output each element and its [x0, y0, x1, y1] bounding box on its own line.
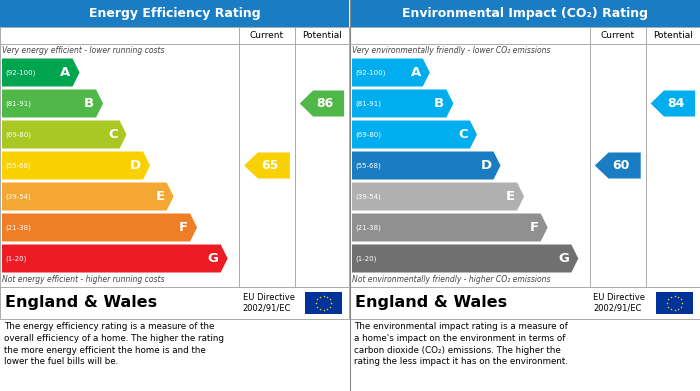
Text: F: F [179, 221, 188, 234]
Text: Not environmentally friendly - higher CO₂ emissions: Not environmentally friendly - higher CO… [352, 275, 550, 284]
Text: C: C [108, 128, 118, 141]
Bar [0, 0, 349, 27]
Text: 2002/91/EC: 2002/91/EC [594, 304, 642, 313]
Text: (81-91): (81-91) [5, 100, 31, 107]
Text: Potential: Potential [302, 31, 342, 40]
Text: Current: Current [601, 31, 635, 40]
Text: England & Wales: England & Wales [5, 296, 157, 310]
Polygon shape [244, 152, 290, 179]
Text: The energy efficiency rating is a measure of the
overall efficiency of a home. T: The energy efficiency rating is a measur… [4, 322, 224, 366]
Polygon shape [2, 151, 150, 179]
Text: 65: 65 [262, 159, 279, 172]
Text: (92-100): (92-100) [5, 69, 36, 76]
Text: E: E [506, 190, 515, 203]
Text: D: D [480, 159, 491, 172]
Text: C: C [458, 128, 468, 141]
Polygon shape [352, 244, 578, 273]
Text: Very energy efficient - lower running costs: Very energy efficient - lower running co… [2, 46, 164, 55]
Polygon shape [352, 59, 430, 86]
Text: B: B [84, 97, 94, 110]
Text: A: A [410, 66, 421, 79]
Polygon shape [2, 183, 174, 210]
Bar [350, 287, 700, 319]
Polygon shape [2, 120, 127, 149]
Text: G: G [208, 252, 218, 265]
Polygon shape [352, 213, 547, 242]
Text: Current: Current [250, 31, 284, 40]
Text: G: G [559, 252, 569, 265]
Bar [350, 0, 700, 27]
Text: Environmental Impact (CO₂) Rating: Environmental Impact (CO₂) Rating [402, 7, 648, 20]
Text: (92-100): (92-100) [355, 69, 386, 76]
Text: 86: 86 [316, 97, 334, 110]
Text: B: B [434, 97, 444, 110]
Text: England & Wales: England & Wales [355, 296, 507, 310]
Bar [350, 27, 700, 287]
Text: The environmental impact rating is a measure of
a home's impact on the environme: The environmental impact rating is a mea… [354, 322, 568, 366]
Text: A: A [60, 66, 71, 79]
Text: EU Directive: EU Directive [594, 293, 645, 302]
Polygon shape [300, 90, 344, 117]
Text: F: F [529, 221, 539, 234]
Polygon shape [2, 244, 228, 273]
Polygon shape [352, 120, 477, 149]
Text: (55-68): (55-68) [5, 162, 31, 169]
Text: (21-38): (21-38) [5, 224, 31, 231]
Text: EU Directive: EU Directive [243, 293, 295, 302]
Polygon shape [2, 213, 197, 242]
Text: (55-68): (55-68) [355, 162, 381, 169]
Polygon shape [650, 90, 695, 117]
Text: (21-38): (21-38) [355, 224, 381, 231]
Text: (39-54): (39-54) [355, 193, 381, 200]
Polygon shape [595, 152, 640, 179]
Text: (1-20): (1-20) [5, 255, 27, 262]
Text: Very environmentally friendly - lower CO₂ emissions: Very environmentally friendly - lower CO… [352, 46, 550, 55]
Polygon shape [352, 90, 454, 118]
Bar [0, 287, 349, 319]
Text: Potential: Potential [653, 31, 693, 40]
Polygon shape [2, 59, 80, 86]
Polygon shape [352, 183, 524, 210]
Text: (69-80): (69-80) [5, 131, 31, 138]
Bar [657, 292, 693, 314]
Text: 2002/91/EC: 2002/91/EC [243, 304, 291, 313]
Text: D: D [130, 159, 141, 172]
Text: (1-20): (1-20) [355, 255, 377, 262]
Polygon shape [2, 90, 103, 118]
Text: E: E [155, 190, 164, 203]
Text: Energy Efficiency Rating: Energy Efficiency Rating [89, 7, 260, 20]
Text: 84: 84 [667, 97, 685, 110]
Text: (69-80): (69-80) [355, 131, 381, 138]
Bar [305, 292, 342, 314]
Text: 60: 60 [612, 159, 630, 172]
Text: (39-54): (39-54) [5, 193, 31, 200]
Text: (81-91): (81-91) [355, 100, 381, 107]
Polygon shape [352, 151, 500, 179]
Text: Not energy efficient - higher running costs: Not energy efficient - higher running co… [2, 275, 164, 284]
Bar [0, 27, 349, 287]
